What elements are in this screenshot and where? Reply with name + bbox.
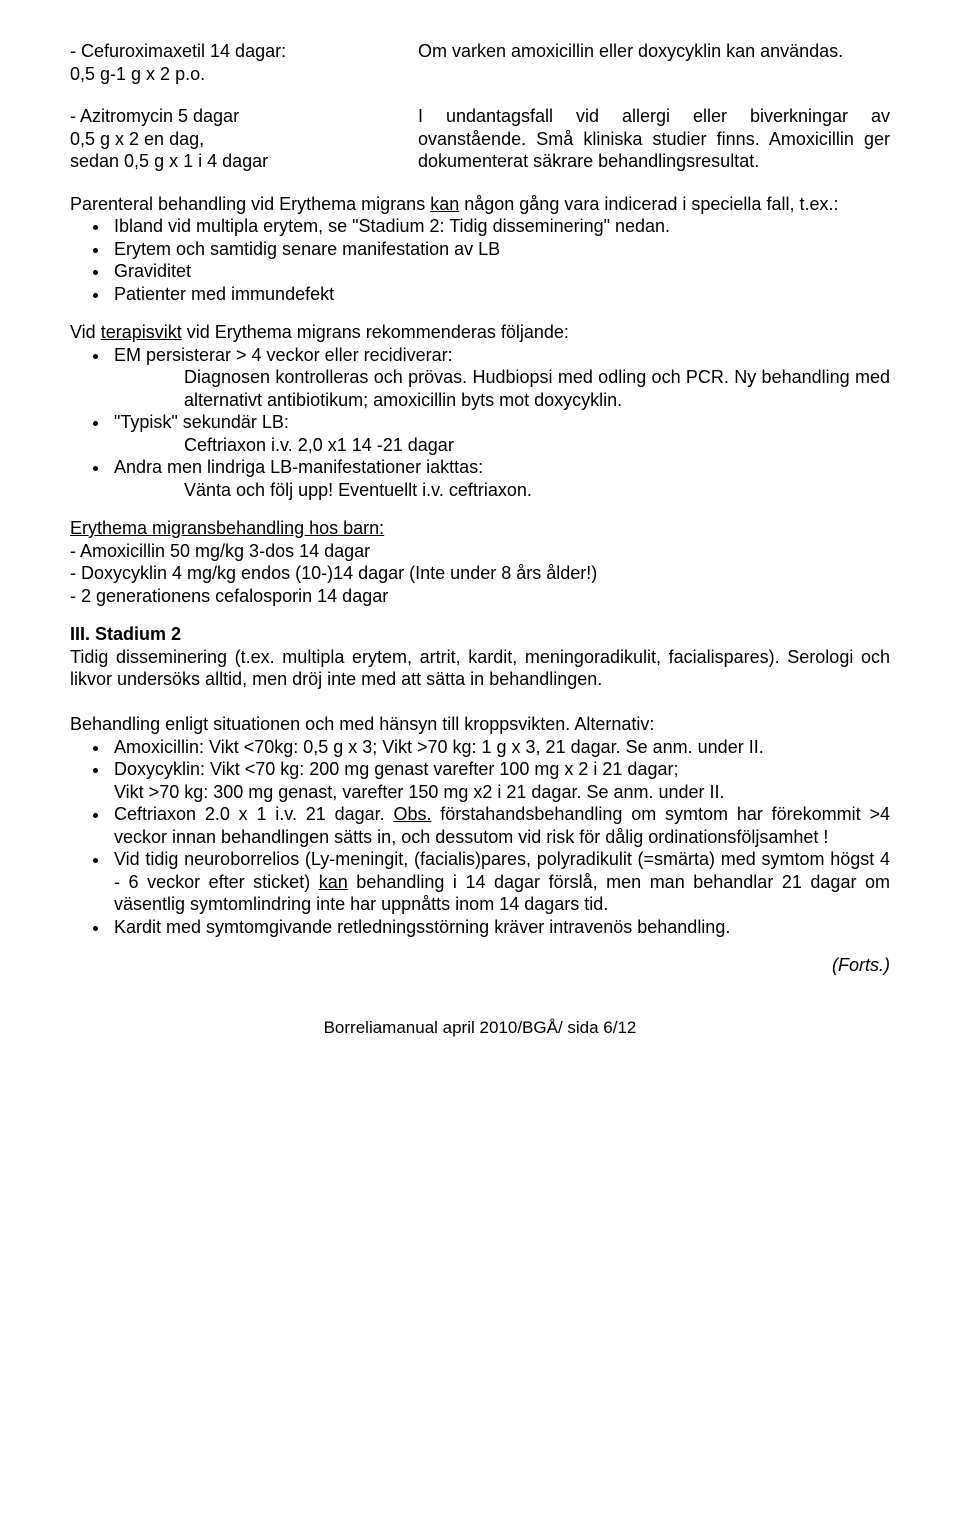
- list-item: Doxycyklin: Vikt <70 kg: 200 mg genast v…: [110, 758, 890, 803]
- underline-obs: Obs.: [393, 804, 431, 824]
- text: Vid: [70, 322, 101, 342]
- cefuroxim-dose: - Cefuroximaxetil 14 dagar: 0,5 g-1 g x …: [70, 40, 398, 85]
- list-item: Amoxicillin: Vikt <70kg: 0,5 g x 3; Vikt…: [110, 736, 890, 759]
- azitromycin-dose: - Azitromycin 5 dagar 0,5 g x 2 en dag, …: [70, 105, 398, 173]
- parenteral-paragraph: Parenteral behandling vid Erythema migra…: [70, 193, 890, 216]
- list-item: Erytem och samtidig senare manifestation…: [110, 238, 890, 261]
- list-item: Vid tidig neuroborrelios (Ly-meningit, (…: [110, 848, 890, 916]
- list-item: Graviditet: [110, 260, 890, 283]
- indent-text: Ceftriaxon i.v. 2,0 x1 14 -21 dagar: [114, 434, 890, 457]
- list-item: EM persisterar > 4 veckor eller recidive…: [110, 344, 890, 412]
- underline-kan-2: kan: [319, 872, 348, 892]
- list-item: Kardit med symtomgivande retledningsstör…: [110, 916, 890, 939]
- text: Parenteral behandling vid Erythema migra…: [70, 194, 430, 214]
- azitromycin-note: I undantagsfall vid allergi eller biverk…: [418, 105, 890, 173]
- text: Ceftriaxon 2.0 x 1 i.v. 21 dagar.: [114, 804, 393, 824]
- terapisvikt-list: EM persisterar > 4 veckor eller recidive…: [70, 344, 890, 502]
- text: vid Erythema migrans rekommenderas följa…: [182, 322, 569, 342]
- em-barn-block: Erythema migransbehandling hos barn: - A…: [70, 517, 890, 607]
- forts-text: (Forts.): [832, 955, 890, 975]
- indent-text: Vänta och följ upp! Eventuellt i.v. ceft…: [114, 479, 890, 502]
- list-item: Patienter med immundefekt: [110, 283, 890, 306]
- text: Tidig disseminering (t.ex. multipla eryt…: [70, 647, 890, 690]
- underline-kan: kan: [430, 194, 459, 214]
- text: "Typisk" sekundär LB:: [114, 412, 289, 432]
- dosage-row-azitromycin: - Azitromycin 5 dagar 0,5 g x 2 en dag, …: [70, 105, 890, 173]
- behandling-list: Amoxicillin: Vikt <70kg: 0,5 g x 3; Vikt…: [70, 736, 890, 939]
- dosage-row-cefuroxim: - Cefuroximaxetil 14 dagar: 0,5 g-1 g x …: [70, 40, 890, 85]
- behandling-intro: Behandling enligt situationen och med hä…: [70, 713, 890, 736]
- list-item: Ceftriaxon 2.0 x 1 i.v. 21 dagar. Obs. f…: [110, 803, 890, 848]
- terapisvikt-paragraph: Vid terapisvikt vid Erythema migrans rek…: [70, 321, 890, 344]
- text: EM persisterar > 4 veckor eller recidive…: [114, 345, 453, 365]
- list-item: Ibland vid multipla erytem, se "Stadium …: [110, 215, 890, 238]
- forts: (Forts.): [70, 954, 890, 977]
- list-item: "Typisk" sekundär LB: Ceftriaxon i.v. 2,…: [110, 411, 890, 456]
- page-container: - Cefuroximaxetil 14 dagar: 0,5 g-1 g x …: [0, 0, 960, 1068]
- indent-text: Diagnosen kontrolleras och prövas. Hudbi…: [114, 366, 890, 411]
- parenteral-list: Ibland vid multipla erytem, se "Stadium …: [70, 215, 890, 305]
- cefuroxim-note: Om varken amoxicillin eller doxycyklin k…: [418, 40, 890, 85]
- em-barn-heading: Erythema migransbehandling hos barn:: [70, 518, 384, 538]
- text: - Amoxicillin 50 mg/kg 3-dos 14 dagar: [70, 541, 370, 561]
- page-footer: Borreliamanual april 2010/BGÅ/ sida 6/12: [70, 1017, 890, 1038]
- stadium2-heading: III. Stadium 2: [70, 624, 181, 644]
- list-item: Andra men lindriga LB-manifestationer ia…: [110, 456, 890, 501]
- text: - Doxycyklin 4 mg/kg endos (10-)14 dagar…: [70, 563, 597, 583]
- text: - 2 generationens cefalosporin 14 dagar: [70, 586, 388, 606]
- stadium2-block: III. Stadium 2 Tidig disseminering (t.ex…: [70, 623, 890, 691]
- underline-terapisvikt: terapisvikt: [101, 322, 182, 342]
- text: någon gång vara indicerad i speciella fa…: [459, 194, 838, 214]
- text: Andra men lindriga LB-manifestationer ia…: [114, 457, 483, 477]
